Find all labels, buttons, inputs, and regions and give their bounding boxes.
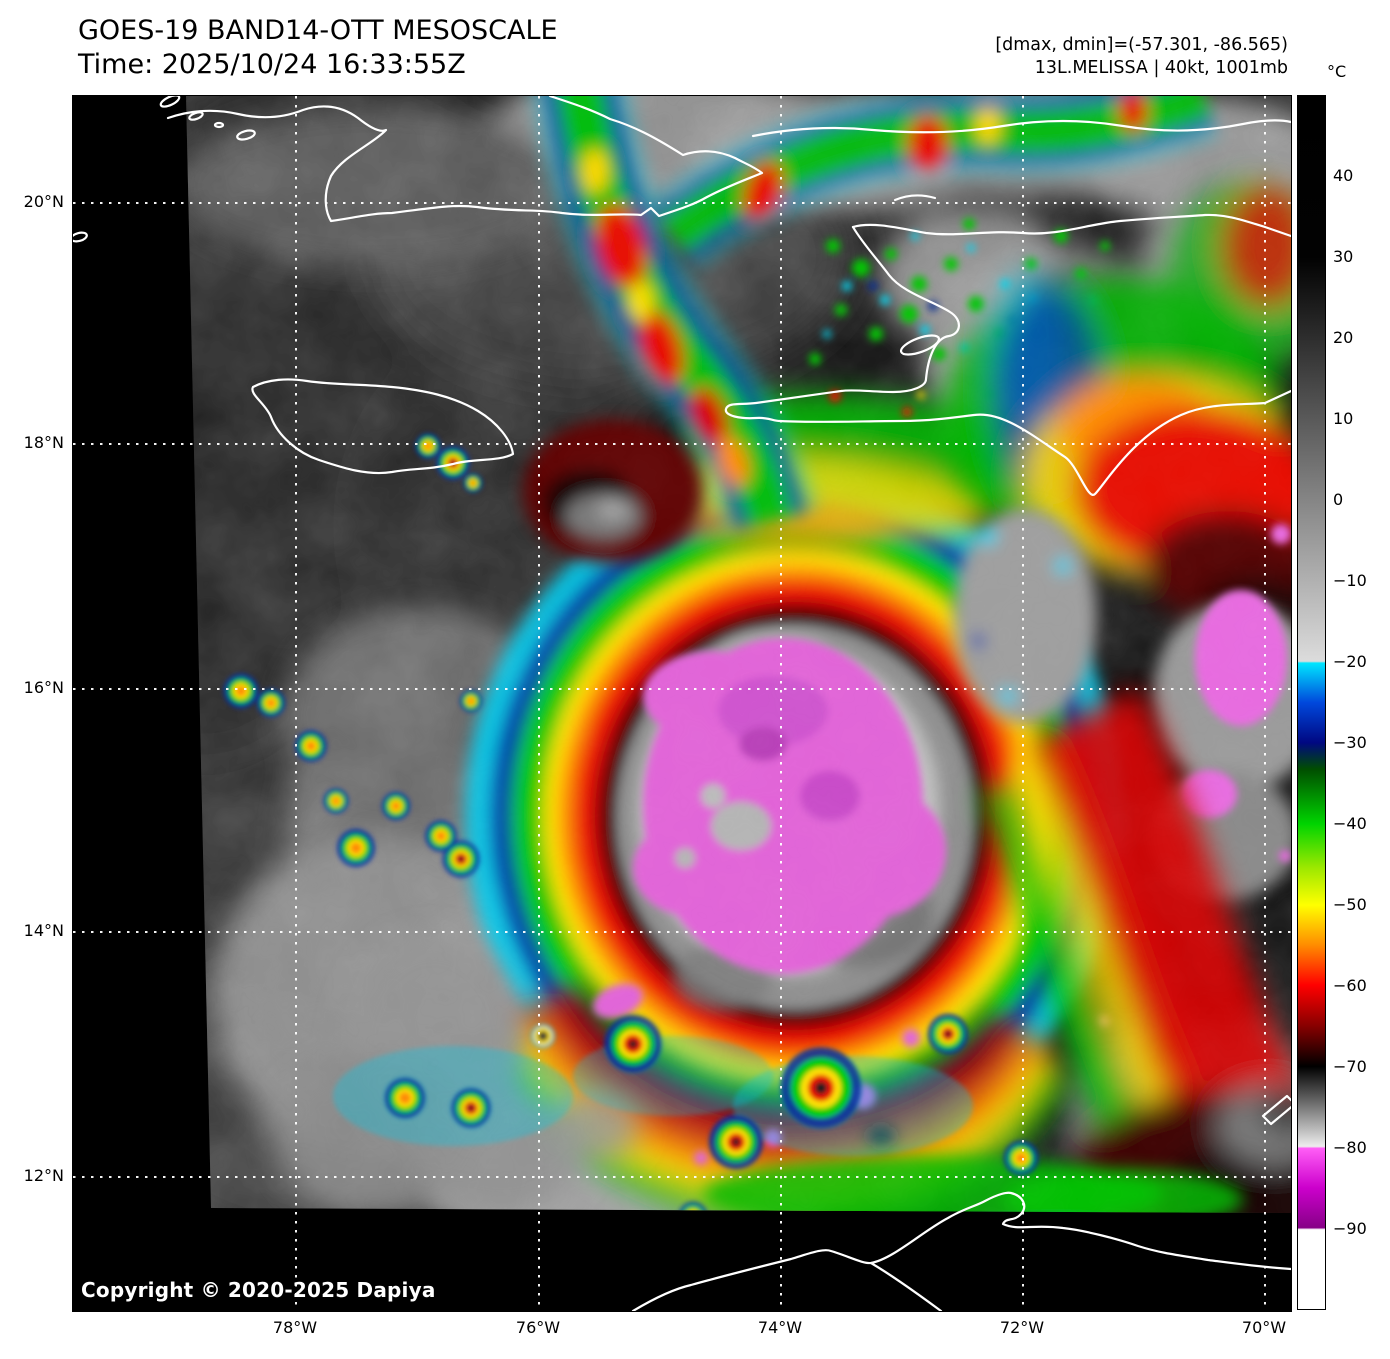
gonave-island: [899, 334, 941, 356]
coastlines: [73, 96, 1291, 1311]
small-island: [1261, 1094, 1291, 1126]
ir-imagery: [186, 96, 1291, 1213]
cuba-north-coast: [751, 119, 1291, 138]
south-america-coastline: [631, 1191, 1291, 1311]
longitude-tick-label: 72°W: [999, 1318, 1045, 1337]
satellite-map: Copyright © 2020-2025 Dapiya: [72, 95, 1292, 1312]
satellite-image: [73, 96, 1291, 1311]
colorbar-tick: −10: [1333, 571, 1367, 590]
colorbar-tick: 40: [1333, 166, 1354, 185]
longitude-tick-label: 74°W: [757, 1318, 803, 1337]
colorbar-tick: −80: [1333, 1138, 1367, 1157]
colorbar-tick: −40: [1333, 814, 1367, 833]
cay-islet-4: [236, 129, 256, 141]
longitude-tick-label: 78°W: [272, 1318, 318, 1337]
cay-islet-3: [213, 121, 225, 129]
colorbar-tick: 10: [1333, 409, 1354, 428]
colorbar-tick: −20: [1333, 652, 1367, 671]
colorbar-tick: −30: [1333, 733, 1367, 752]
dmax-dmin-readout: [dmax, dmin]=(-57.301, -86.565): [995, 35, 1288, 55]
cay-islet-1: [159, 96, 181, 108]
colorbar-tick: −60: [1333, 976, 1367, 995]
maracaibo-spur: [869, 1261, 943, 1311]
storm-info-label: 13L.MELISSA | 40kt, 1001mb: [1034, 58, 1288, 78]
tortuga-island: [893, 194, 937, 202]
jamaica-coastline: [251, 378, 515, 475]
longitude-tick-label: 76°W: [515, 1318, 561, 1337]
hispaniola-coastline: [724, 225, 1291, 496]
colorbar-tick: 20: [1333, 328, 1354, 347]
figure-title: GOES-19 BAND14-OTT MESOSCALE: [78, 15, 558, 46]
figure-timestamp: Time: 2025/10/24 16:33:55Z: [78, 49, 466, 80]
colorbar-tick: −50: [1333, 895, 1367, 914]
colorbar-tick: 30: [1333, 247, 1354, 266]
longitude-tick-label: 70°W: [1241, 1318, 1287, 1337]
latitude-tick-label: 12°N: [23, 1166, 64, 1185]
latitude-tick-label: 16°N: [23, 678, 64, 697]
cuba-coastline: [166, 96, 764, 223]
colorbar-unit-label: °C: [1327, 62, 1347, 81]
colorbar-tick: −90: [1333, 1219, 1367, 1238]
latitude-tick-label: 20°N: [23, 192, 64, 211]
colorbar-tick: 0: [1333, 490, 1344, 509]
fine-grain-texture: [186, 96, 1291, 1213]
hispaniola-north-coast: [851, 213, 1291, 238]
colorbar: [1297, 95, 1326, 1310]
cay-islet-2: [188, 111, 204, 121]
cayman-islet: [73, 231, 88, 243]
copyright: Copyright © 2020-2025 Dapiya: [81, 1278, 436, 1302]
latitude-tick-label: 18°N: [23, 433, 64, 452]
colorbar-tick: −70: [1333, 1057, 1367, 1076]
latitude-tick-label: 14°N: [23, 921, 64, 940]
